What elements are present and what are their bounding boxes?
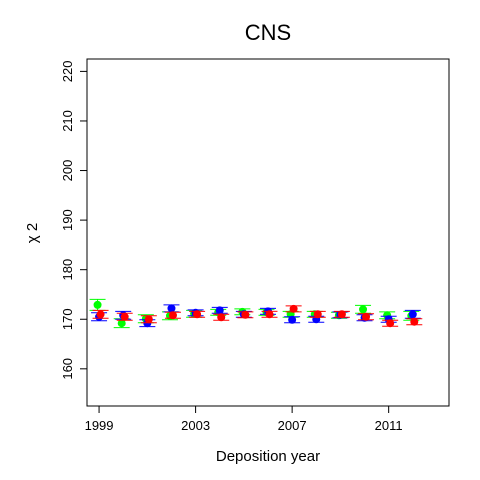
y-axis-label: χ 2 (24, 223, 41, 243)
x-tick-label: 1999 (85, 418, 114, 433)
data-point (168, 311, 177, 320)
y-tick-label: 180 (60, 259, 75, 281)
data-point (337, 310, 346, 319)
y-tick-label: 160 (60, 358, 75, 380)
y-tick-label: 170 (60, 308, 75, 330)
data-point (167, 304, 176, 313)
plot-frame (86, 58, 450, 407)
data-point (313, 310, 322, 319)
x-tick-label: 2007 (278, 418, 307, 433)
x-tick-label: 2003 (181, 418, 210, 433)
x-axis: 1999 2003 2007 2011 (85, 405, 403, 433)
data-point (193, 310, 202, 319)
data-point (144, 315, 153, 324)
data-point (215, 306, 224, 315)
y-tick-label: 210 (60, 110, 75, 132)
y-tick-label: 220 (60, 61, 75, 83)
series-3 (92, 304, 423, 328)
y-tick-label: 190 (60, 209, 75, 231)
x-tick-label: 2011 (375, 418, 403, 433)
y-axis: 160 170 180 190 200 210 220 (60, 61, 88, 380)
data-point (217, 313, 226, 322)
data-point (359, 305, 368, 314)
data-point (362, 312, 371, 321)
data-point (120, 312, 129, 321)
data-point (241, 310, 250, 319)
data-point (386, 319, 395, 328)
x-axis-label: Deposition year (216, 448, 320, 465)
data-point (289, 304, 298, 313)
data-marks (89, 298, 423, 329)
data-point (288, 315, 297, 324)
data-point (117, 319, 126, 328)
data-point (408, 310, 417, 319)
data-point (93, 300, 102, 309)
data-point (265, 310, 274, 319)
y-tick-label: 200 (60, 160, 75, 182)
data-point (96, 310, 105, 319)
data-point (410, 317, 419, 326)
series-2 (91, 304, 421, 328)
chart-title: CNS (245, 20, 291, 45)
